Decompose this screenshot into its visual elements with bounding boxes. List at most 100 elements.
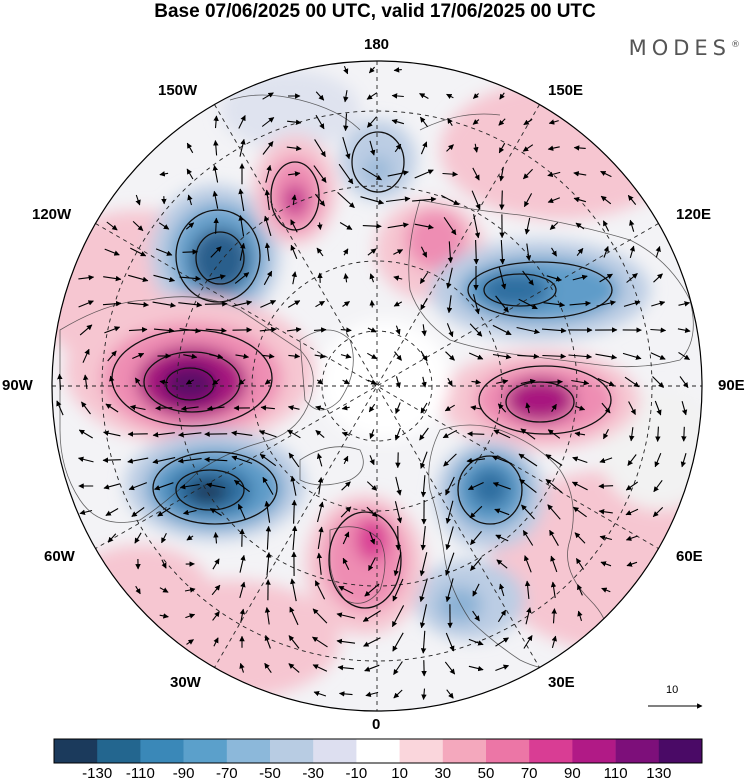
wind-arrow [152, 431, 175, 438]
wind-arrow [264, 378, 272, 385]
wind-arrow [182, 249, 199, 255]
wind-arrow [265, 525, 272, 550]
wind-arrow [315, 114, 325, 130]
wind-arrow [421, 324, 427, 337]
wind-arrow [105, 403, 119, 413]
colorbar-swatch [572, 739, 616, 763]
wind-arrow [522, 530, 534, 546]
wind-arrow [575, 222, 585, 230]
wind-arrow [498, 118, 506, 126]
colorbar-tick-label: -30 [302, 765, 325, 782]
wind-arrow [135, 194, 141, 206]
wind-arrow [681, 426, 687, 442]
wind-arrow [205, 327, 227, 334]
wind-arrow [499, 190, 505, 211]
wind-arrow [549, 529, 559, 546]
wind-arrow [179, 275, 201, 282]
wind-arrow [369, 140, 376, 156]
colorbar-tick-label: 110 [603, 765, 628, 782]
wind-arrow [337, 664, 354, 671]
wind-arrow [470, 531, 482, 546]
wind-arrow [441, 194, 460, 206]
wind-arrow [516, 326, 540, 335]
wind-arrow [547, 197, 561, 204]
wind-arrow [158, 222, 170, 230]
wind-arrow [107, 350, 117, 362]
wind-arrow [446, 144, 454, 152]
wind-arrow [444, 404, 455, 412]
wind-arrow [369, 455, 375, 466]
wind-arrow [394, 351, 402, 361]
colorbar-swatch [140, 739, 184, 763]
wind-arrow [314, 139, 326, 158]
wind-arrow [343, 455, 349, 465]
wind-arrow [153, 274, 176, 283]
lon-label-0: 0 [372, 716, 381, 733]
wind-arrow [213, 532, 219, 544]
wind-arrow [366, 506, 378, 518]
wind-arrow [82, 374, 89, 390]
wind-arrow [680, 453, 687, 468]
wind-arrow [186, 142, 194, 154]
wind-arrow [239, 138, 246, 157]
wind-arrow [525, 607, 532, 625]
wind-arrow [178, 431, 202, 438]
wind-arrow [471, 379, 482, 385]
wind-arrow [56, 400, 64, 416]
wind-arrow [445, 351, 455, 361]
wind-arrow [337, 191, 355, 209]
wind-arrow [258, 430, 277, 438]
wind-arrow [367, 352, 378, 360]
wind-arrow [522, 270, 534, 286]
wind-arrow [235, 353, 250, 359]
wind-arrow [343, 248, 349, 256]
wind-arrow [468, 665, 484, 672]
wind-arrow [128, 274, 149, 283]
wind-arrow [547, 145, 560, 151]
wind-arrow [338, 163, 354, 185]
wind-arrow [341, 405, 350, 411]
wind-arrow [442, 171, 459, 177]
wind-arrow [286, 145, 302, 152]
lon-label-30w: 30W [170, 674, 201, 691]
wind-arrow [494, 508, 510, 516]
wind-arrow [495, 637, 509, 647]
wind-arrow [393, 275, 403, 281]
wind-arrow [394, 143, 402, 153]
wind-arrow [392, 632, 404, 652]
wind-arrow [574, 532, 586, 544]
wind-arrow [547, 429, 561, 439]
wind-arrow [421, 376, 427, 388]
wind-arrow [391, 605, 405, 628]
wind-arrow [395, 476, 402, 496]
wind-arrow [549, 222, 559, 230]
wind-arrow [312, 664, 328, 672]
wind-arrow [395, 402, 401, 415]
wind-arrow [525, 243, 532, 261]
wind-arrow [492, 353, 512, 360]
wind-arrow [469, 505, 483, 519]
wind-arrow [103, 275, 122, 282]
lon-label-150e: 150E [548, 82, 584, 99]
wind-arrow [473, 143, 479, 153]
wind-arrow [134, 377, 142, 387]
wind-arrow [314, 193, 326, 207]
wind-arrow [492, 481, 511, 490]
wind-arrow [127, 457, 149, 464]
wind-arrow [340, 327, 352, 333]
wind-arrow [104, 326, 121, 334]
wind-arrow [182, 509, 197, 516]
wind-arrow [447, 377, 453, 387]
wind-arrow [626, 273, 638, 283]
wind-arrow [419, 116, 429, 128]
wind-arrow [652, 507, 664, 517]
wind-arrow [339, 222, 353, 230]
wind-arrow [81, 401, 91, 415]
wind-arrow [316, 552, 323, 575]
wind-arrow [367, 248, 377, 256]
wind-arrow [603, 428, 609, 440]
colorbar-tick-label: -110 [125, 765, 155, 782]
wind-arrow [391, 93, 404, 99]
wind-arrow [547, 171, 561, 178]
